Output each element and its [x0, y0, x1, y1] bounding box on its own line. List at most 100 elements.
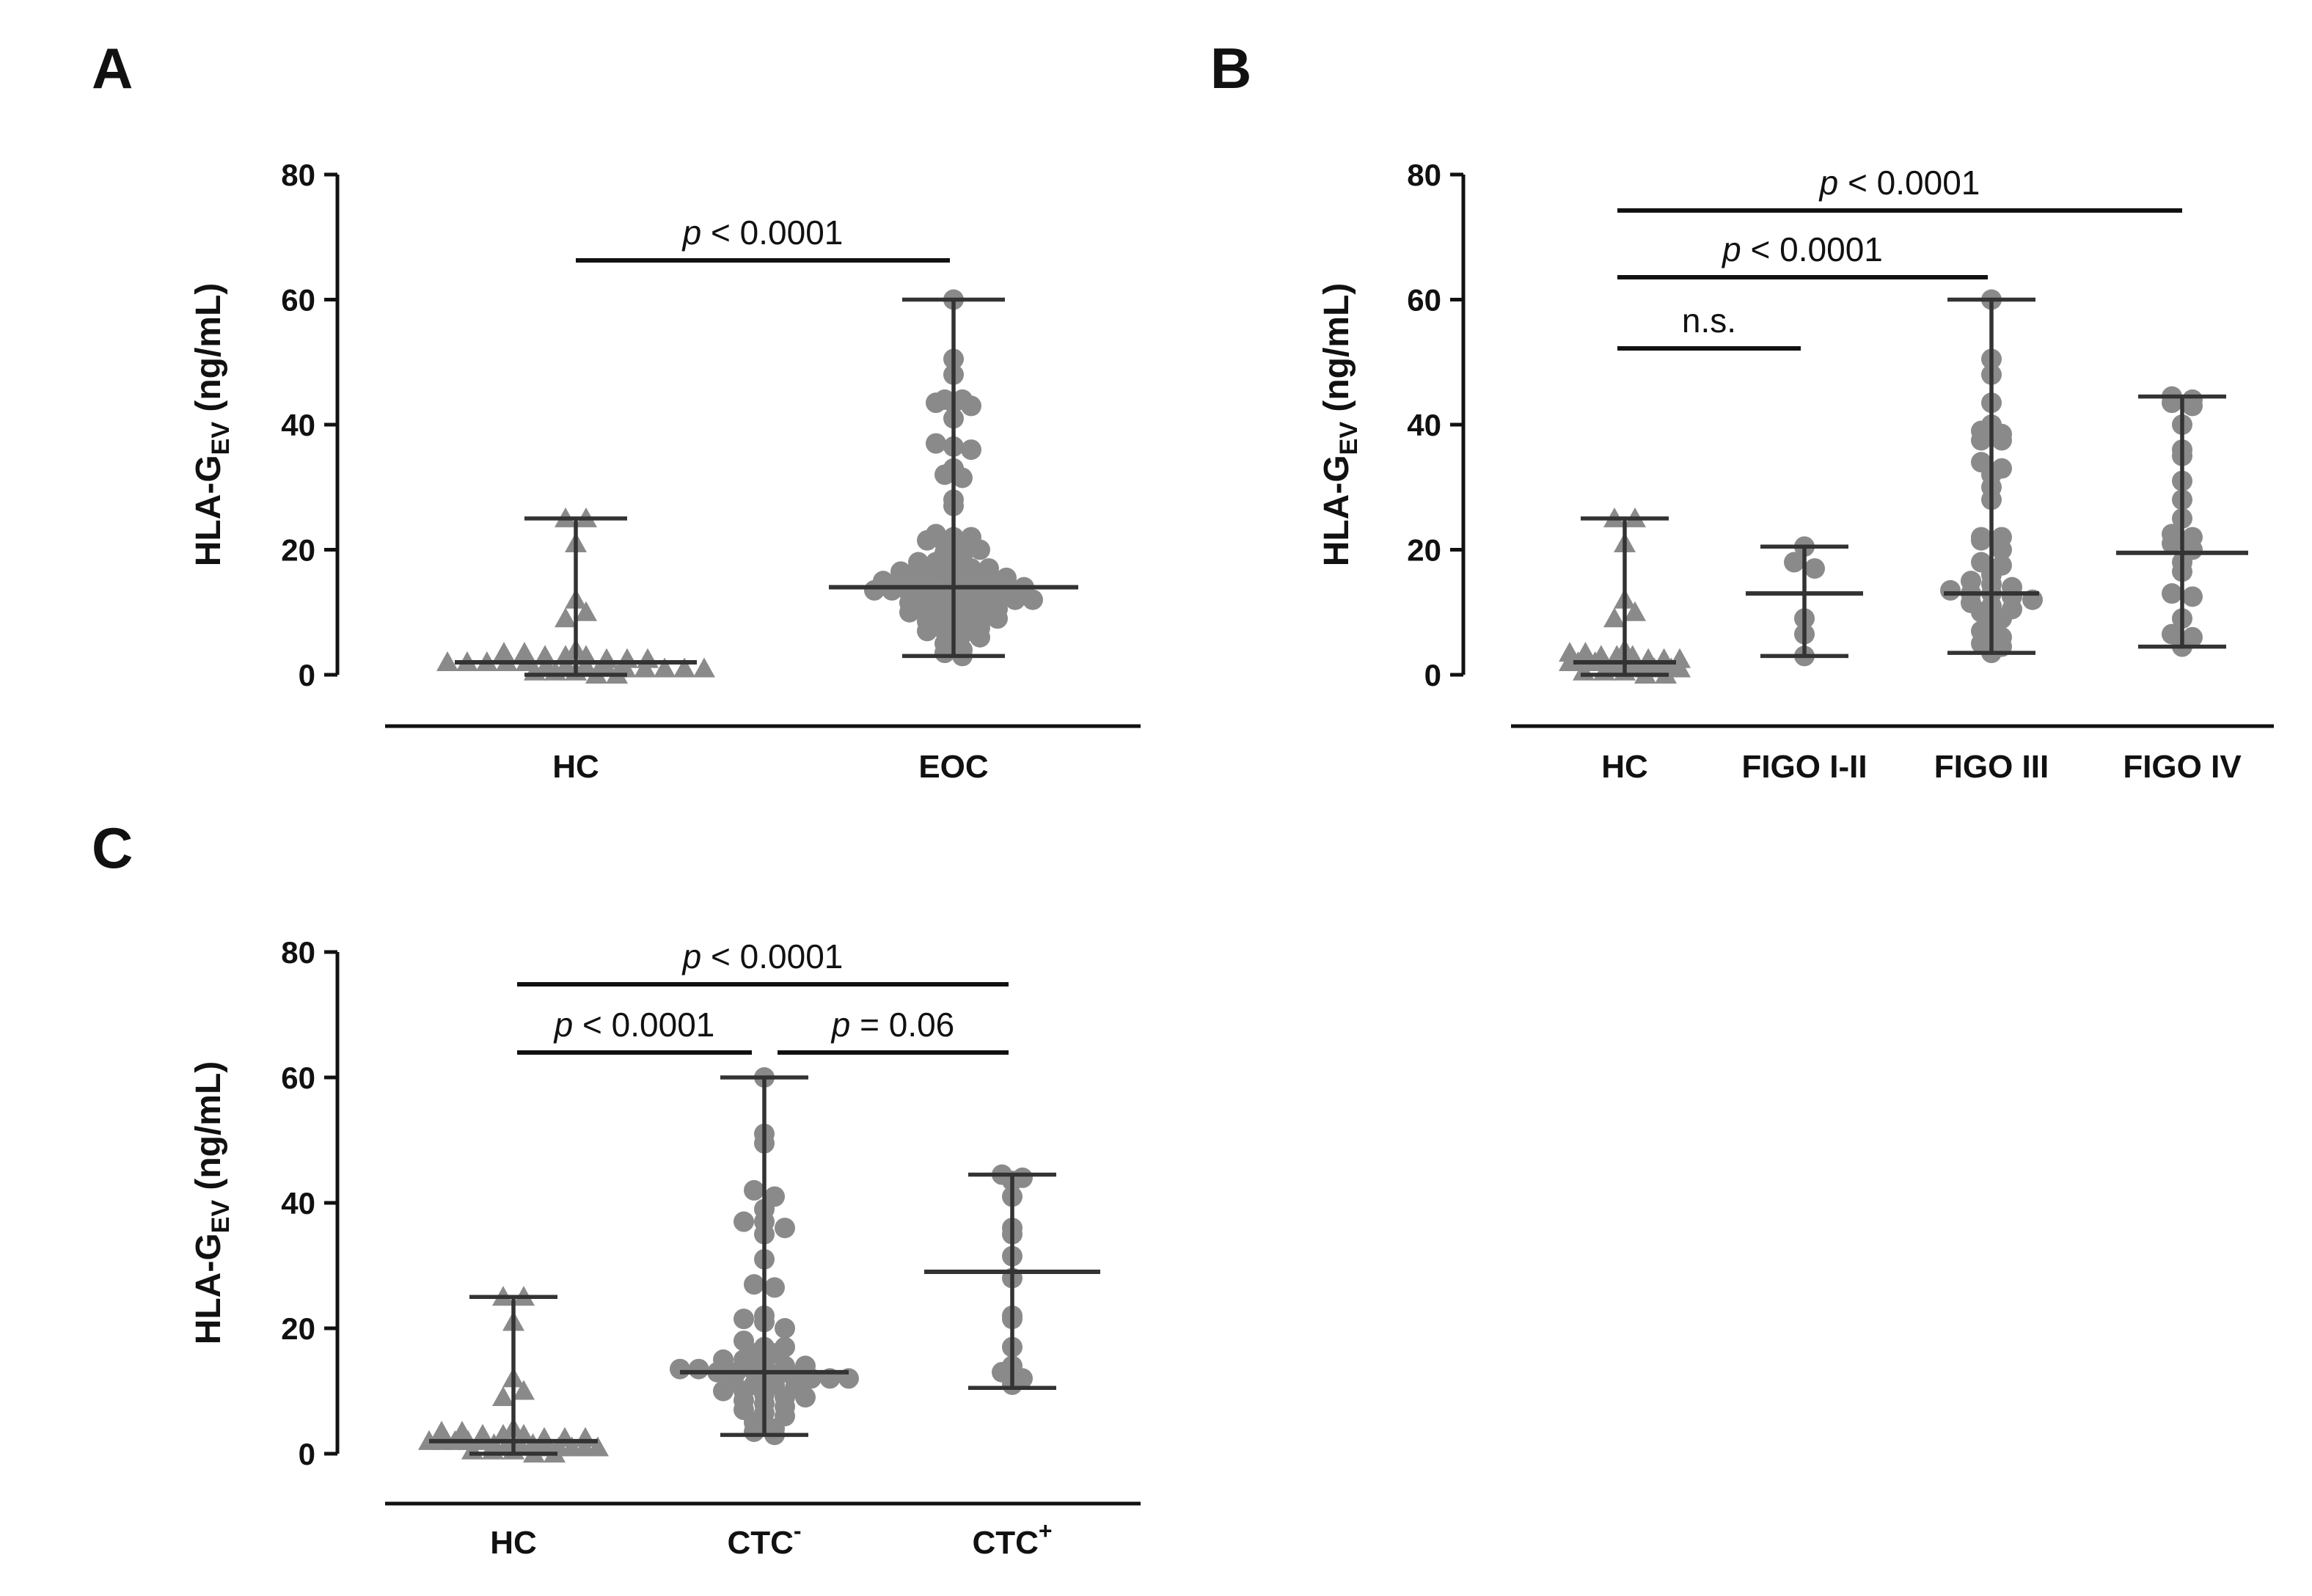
category-label: HC — [552, 749, 599, 785]
p-value: < 0.0001 — [1741, 230, 1883, 268]
data-point — [492, 1386, 514, 1407]
data-point — [917, 621, 937, 642]
y-tick-label: 40 — [1407, 408, 1441, 442]
y-tick-label: 60 — [281, 1061, 315, 1095]
data-point — [970, 626, 990, 648]
data-point — [2162, 532, 2182, 554]
data-point — [1784, 552, 1804, 573]
data-point — [926, 433, 946, 454]
p-symbol: p — [553, 1006, 574, 1044]
data-point — [795, 1387, 816, 1408]
y-axis-label: HLA-GEV (ng/mL) — [1317, 283, 1363, 567]
p-symbol: p — [681, 213, 702, 252]
y-axis-label-main: HLA-G — [189, 455, 228, 566]
category-label-text: HC — [490, 1525, 537, 1561]
p-value: < 0.0001 — [1838, 164, 1980, 202]
category-label-text: CTC — [727, 1525, 793, 1561]
data-point — [1005, 589, 1025, 610]
category-label-superscript: - — [794, 1518, 802, 1544]
data-point — [654, 657, 676, 678]
y-tick-label: 0 — [299, 658, 315, 692]
data-point — [1603, 607, 1625, 628]
data-point — [1991, 430, 2012, 451]
y-axis-label-main: HLA-G — [1317, 455, 1356, 566]
data-point — [1991, 539, 2012, 560]
data-point — [670, 1358, 690, 1380]
data-point — [1624, 601, 1646, 621]
y-tick-label: 20 — [1407, 533, 1441, 568]
data-point — [764, 1277, 785, 1298]
y-tick-label: 20 — [281, 533, 315, 568]
panel-label: C — [92, 816, 133, 880]
data-point — [1804, 558, 1825, 579]
significance-label: p = 0.06 — [830, 1006, 955, 1044]
y-tick-label: 0 — [1424, 658, 1441, 692]
y-axis-label-unit: (ng/mL) — [189, 283, 228, 422]
y-tick-label: 20 — [281, 1311, 315, 1346]
category-label: EOC — [918, 749, 988, 785]
significance-label: p < 0.0001 — [1721, 230, 1883, 268]
data-point — [1971, 530, 1991, 551]
data-point — [961, 439, 981, 461]
y-tick-label: 40 — [281, 408, 315, 442]
p-value: n.s. — [1682, 301, 1736, 340]
data-point — [575, 645, 597, 665]
data-point — [952, 467, 973, 488]
data-point — [688, 1358, 709, 1380]
data-point — [693, 657, 715, 678]
p-symbol: p — [681, 937, 702, 975]
p-value: = 0.06 — [850, 1006, 954, 1044]
category-label: HC — [1601, 749, 1648, 785]
significance-label: n.s. — [1682, 301, 1736, 340]
y-axis-label: HLA-GEV (ng/mL) — [189, 283, 235, 567]
y-tick-label: 0 — [299, 1437, 315, 1471]
data-point — [899, 601, 920, 623]
category-label-text: EOC — [918, 749, 988, 785]
p-value: < 0.0001 — [573, 1006, 714, 1044]
y-axis-label-unit: (ng/mL) — [189, 1061, 228, 1200]
data-point — [744, 1274, 764, 1295]
data-point — [2182, 586, 2203, 607]
data-point — [744, 1179, 764, 1201]
significance-label: p < 0.0001 — [1818, 164, 1980, 202]
y-axis-label-main: HLA-G — [189, 1233, 228, 1344]
data-point — [555, 607, 577, 628]
data-point — [1940, 579, 1961, 601]
p-symbol: p — [1721, 230, 1741, 268]
panel-b: B 0 20 40 60 80 HLA-GEV (ng/mL) HC FIGO I-II FIGO… — [1210, 36, 2274, 785]
data-point — [534, 645, 556, 665]
data-point — [952, 623, 973, 645]
category-label-text: FIGO I-II — [1741, 749, 1867, 785]
data-point — [775, 1218, 795, 1239]
data-point — [2182, 395, 2203, 417]
data-point — [587, 1436, 609, 1457]
significance-label: p < 0.0001 — [681, 937, 844, 975]
y-tick-label: 80 — [1407, 158, 1441, 192]
panel-a: A 0 20 40 60 80 HLA-GEV (ng/mL) HC EOC p < 0.0001 — [92, 36, 1141, 785]
data-point — [775, 1318, 795, 1339]
y-tick-label: 60 — [1407, 283, 1441, 318]
y-tick-label: 80 — [281, 935, 315, 970]
panel-label: A — [92, 36, 133, 100]
data-point — [1669, 657, 1691, 678]
category-label-text: HC — [1601, 749, 1648, 785]
p-symbol: p — [830, 1006, 851, 1044]
p-value: < 0.0001 — [701, 213, 843, 252]
data-point — [575, 601, 597, 621]
category-label: FIGO III — [1934, 749, 2049, 785]
category-label-text: FIGO III — [1934, 749, 2049, 785]
category-label-text: CTC — [972, 1525, 1038, 1561]
data-point — [2162, 583, 2182, 604]
category-label: FIGO I-II — [1741, 749, 1867, 785]
data-point — [436, 651, 458, 671]
category-label-superscript: + — [1039, 1518, 1053, 1544]
category-label: CTC+ — [972, 1518, 1052, 1561]
category-label: CTC- — [727, 1518, 801, 1561]
y-axis-label-unit: (ng/mL) — [1317, 283, 1356, 422]
data-point — [734, 1308, 754, 1330]
data-point — [513, 642, 535, 662]
y-tick-label: 80 — [281, 158, 315, 192]
data-point — [934, 464, 955, 486]
